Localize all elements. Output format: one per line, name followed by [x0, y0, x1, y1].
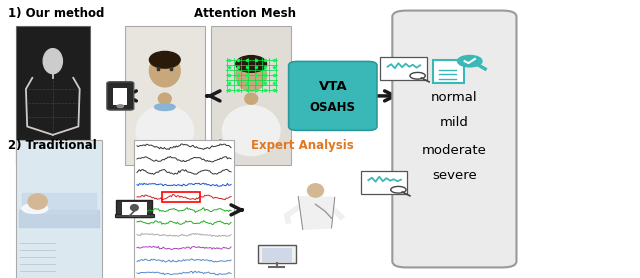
- Ellipse shape: [150, 55, 180, 87]
- FancyBboxPatch shape: [122, 202, 147, 215]
- Ellipse shape: [307, 184, 323, 197]
- FancyBboxPatch shape: [115, 215, 154, 217]
- Text: normal: normal: [431, 91, 477, 104]
- Text: 1) Our method: 1) Our method: [8, 7, 104, 20]
- Ellipse shape: [22, 203, 48, 214]
- FancyBboxPatch shape: [134, 140, 234, 278]
- Text: Attention Mesh: Attention Mesh: [194, 7, 296, 20]
- Text: moderate: moderate: [422, 144, 487, 157]
- Ellipse shape: [155, 103, 175, 110]
- Text: mild: mild: [440, 116, 469, 129]
- FancyBboxPatch shape: [113, 88, 127, 105]
- Text: severe: severe: [432, 169, 477, 182]
- Circle shape: [460, 57, 480, 66]
- FancyBboxPatch shape: [433, 60, 464, 83]
- Polygon shape: [298, 197, 335, 229]
- Text: PSG Record: PSG Record: [145, 139, 223, 152]
- Ellipse shape: [28, 194, 47, 209]
- FancyBboxPatch shape: [361, 171, 408, 193]
- Ellipse shape: [136, 106, 194, 156]
- Ellipse shape: [236, 56, 267, 72]
- Ellipse shape: [223, 106, 280, 156]
- FancyBboxPatch shape: [258, 245, 296, 263]
- Text: Expert Analysis: Expert Analysis: [251, 139, 354, 152]
- Text: 2) Traditional: 2) Traditional: [8, 139, 97, 152]
- Ellipse shape: [44, 49, 63, 74]
- Ellipse shape: [244, 93, 258, 104]
- FancyBboxPatch shape: [289, 61, 377, 130]
- FancyBboxPatch shape: [125, 26, 205, 165]
- FancyBboxPatch shape: [16, 140, 102, 278]
- Ellipse shape: [159, 93, 172, 104]
- FancyBboxPatch shape: [107, 82, 134, 110]
- Text: VTA: VTA: [319, 80, 347, 93]
- FancyBboxPatch shape: [380, 57, 427, 80]
- Text: OSAHS: OSAHS: [310, 101, 356, 113]
- FancyBboxPatch shape: [16, 26, 90, 165]
- Ellipse shape: [236, 59, 267, 91]
- Circle shape: [117, 105, 124, 108]
- Ellipse shape: [131, 205, 138, 211]
- FancyBboxPatch shape: [392, 11, 516, 267]
- FancyBboxPatch shape: [262, 248, 292, 262]
- Ellipse shape: [150, 51, 180, 68]
- FancyBboxPatch shape: [211, 26, 291, 165]
- FancyBboxPatch shape: [116, 200, 152, 217]
